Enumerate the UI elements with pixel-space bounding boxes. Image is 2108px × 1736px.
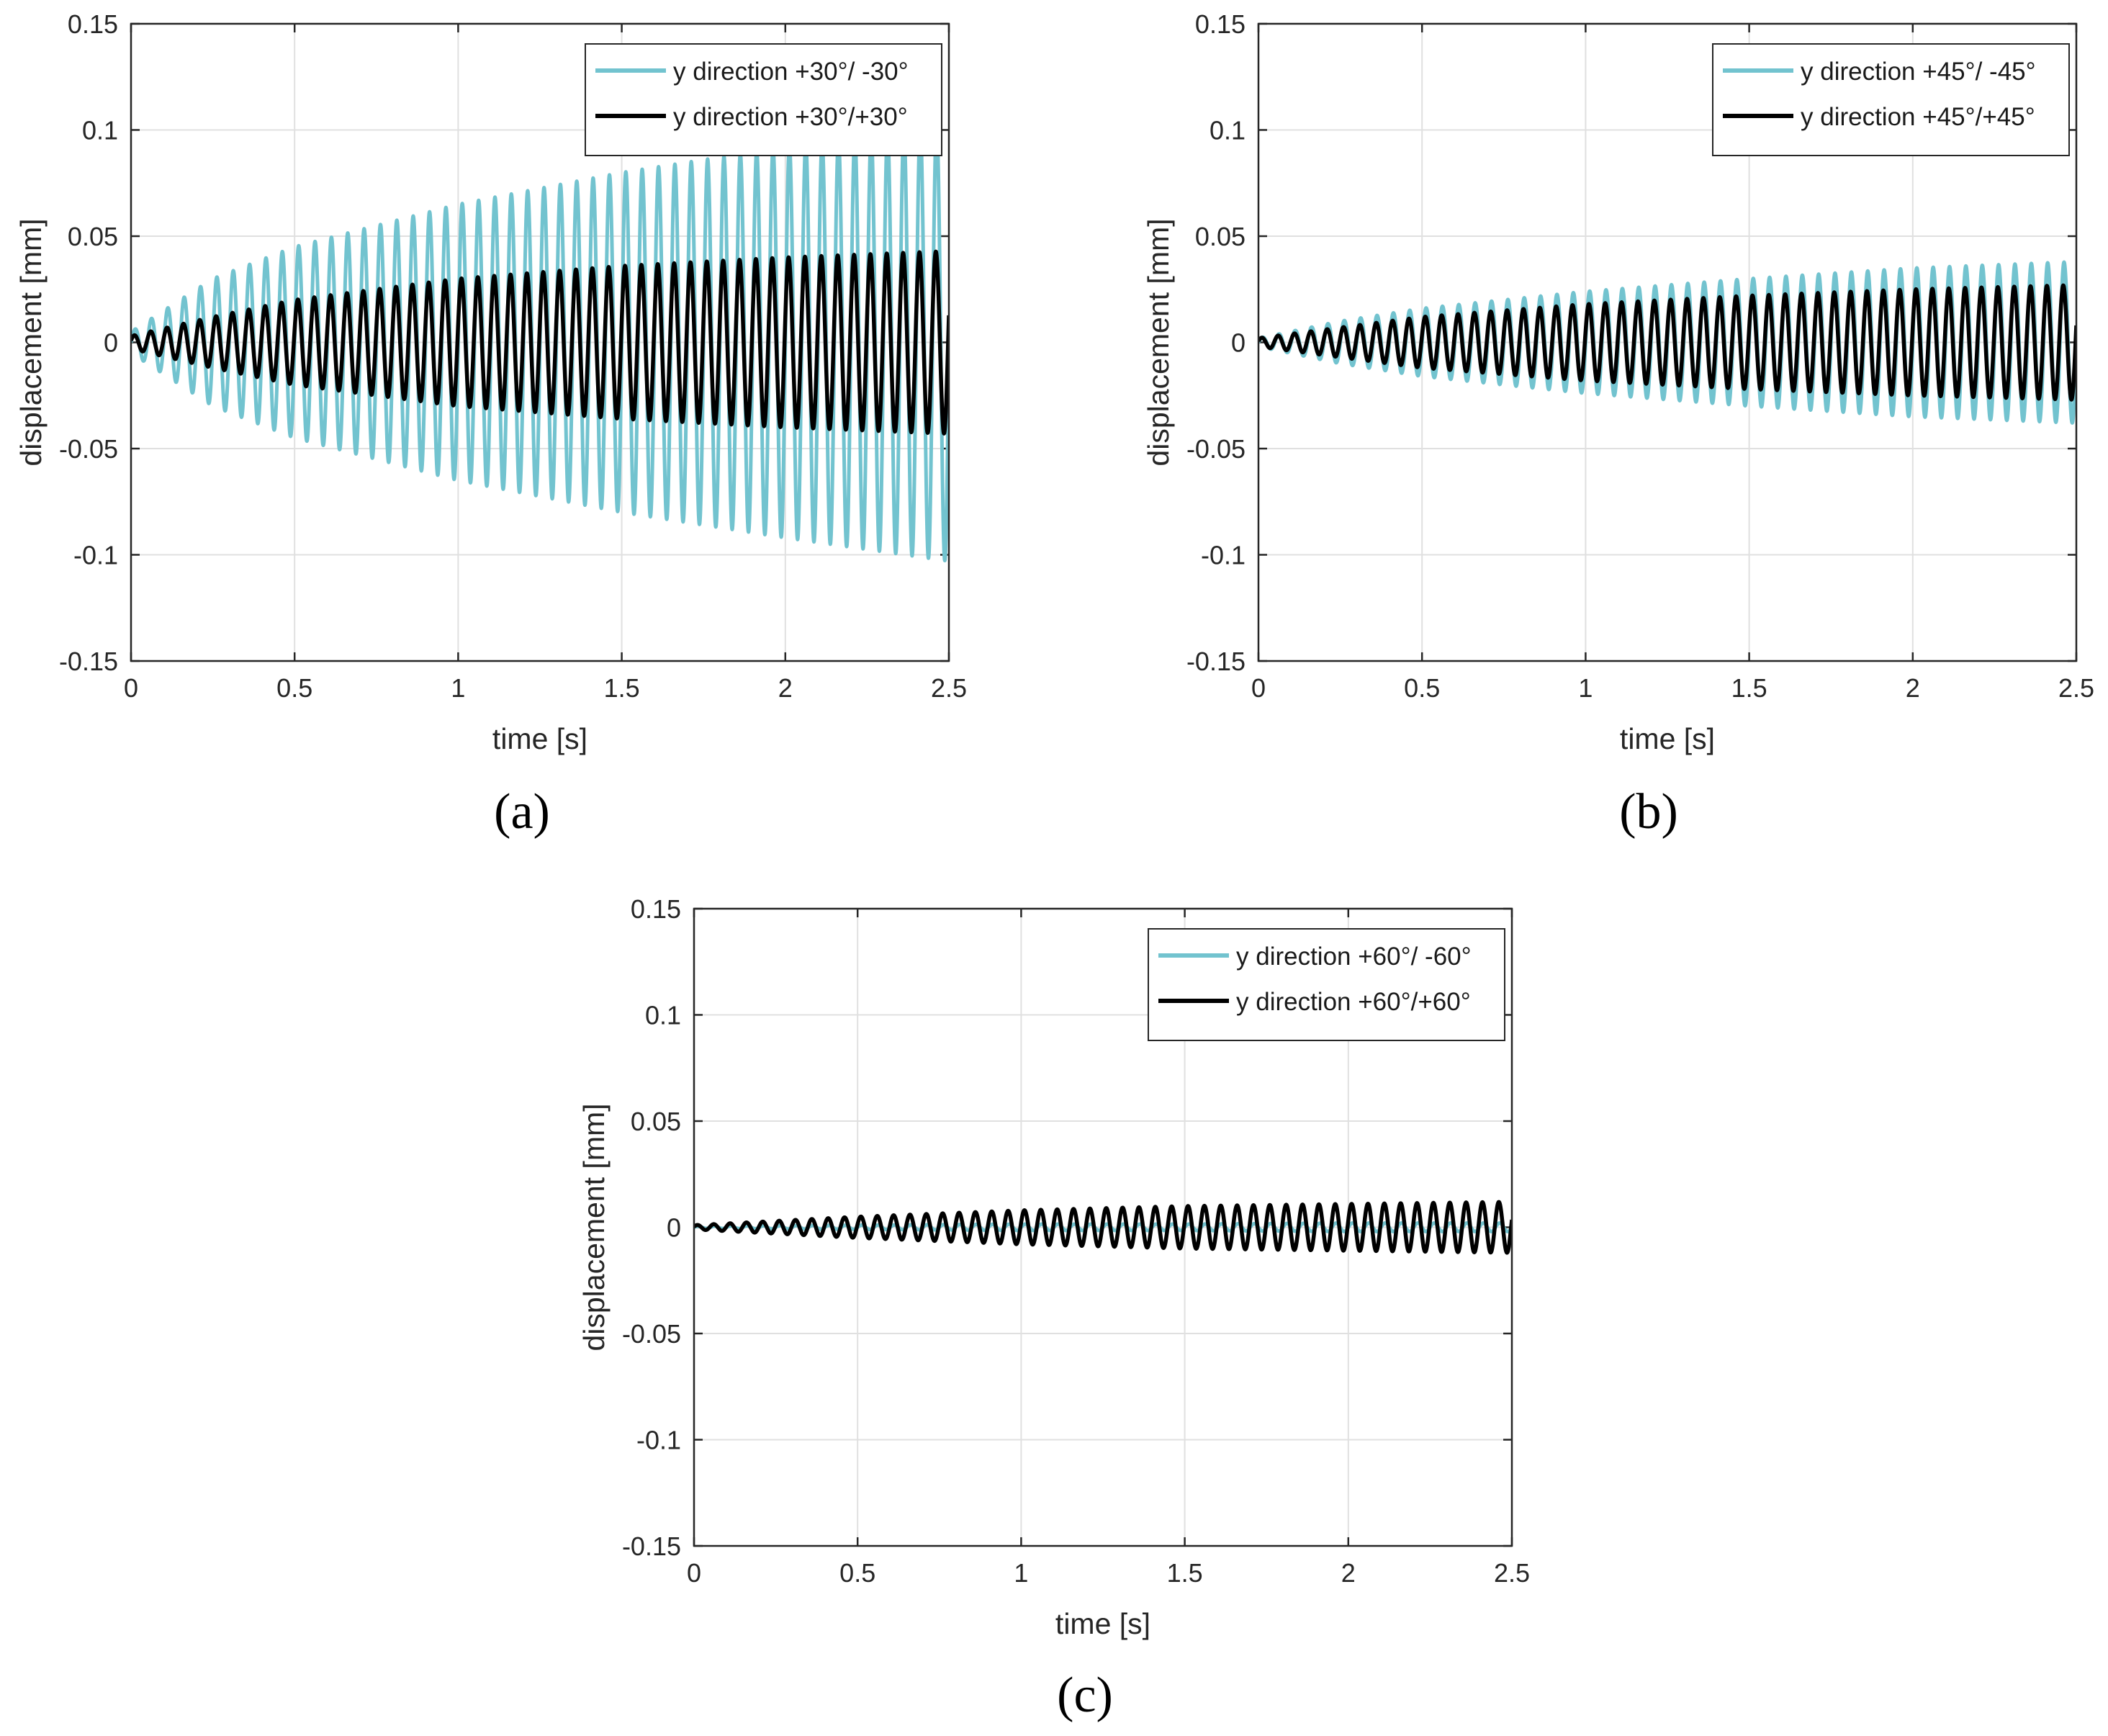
axes-box (1257, 22, 2078, 662)
legend-box (1712, 43, 2070, 156)
y-axis-label: displacement [mm] (14, 218, 48, 466)
x-tick-label: 0 (687, 1558, 701, 1588)
y-tick-label: 0.1 (1210, 116, 1246, 145)
axes-box (693, 907, 1513, 1547)
legend-entry: y direction +60°/ -60° (1236, 943, 1472, 971)
y-tick-label: -0.05 (622, 1319, 681, 1349)
legend: y direction +60°/ -60° y direction +60°/+… (1148, 928, 1505, 1041)
legend-entry: y direction +30°/ -30° (673, 58, 909, 86)
x-tick-label: 1 (451, 673, 465, 703)
legend-box (1148, 928, 1505, 1041)
x-axis-label: time [s] (1055, 1607, 1150, 1640)
x-tick-label: 2.5 (931, 673, 967, 703)
legend: y direction +45°/ -45° y direction +45°/+… (1712, 43, 2070, 156)
x-tick-label: 0.5 (839, 1558, 875, 1588)
y-tick-label: -0.15 (1186, 647, 1246, 676)
y-tick-label: -0.1 (1201, 541, 1246, 570)
y-tick-label: 0 (1231, 328, 1246, 358)
x-axis-label: time [s] (492, 722, 587, 755)
series-line-2 (694, 1200, 1512, 1255)
x-tick-label: 1 (1014, 1558, 1028, 1588)
y-tick-label: 0 (104, 328, 118, 358)
y-tick-label: 0.15 (68, 9, 118, 39)
x-axis-label: time [s] (1620, 722, 1715, 755)
legend-box (585, 43, 942, 156)
series-line-2 (131, 249, 949, 436)
y-tick-label: 0 (667, 1213, 681, 1243)
x-tick-label: 2.5 (2058, 673, 2094, 703)
panel-label: (b) (1619, 784, 1678, 840)
y-tick-label: -0.15 (622, 1532, 681, 1561)
y-tick-label: 0.15 (1195, 9, 1246, 39)
y-tick-label: 0.05 (631, 1107, 681, 1136)
y-tick-label: -0.15 (59, 647, 118, 676)
chart-panel-1: 0 0.5 1 1.5 2 2.5 0.15 0.1 0.05 0 -0.05 -0.1 -0.15 ti… (14, 9, 967, 840)
y-tick-label: 0.05 (1195, 222, 1246, 251)
y-tick-label: 0.15 (631, 894, 681, 924)
y-tick-label: 0.1 (645, 1001, 681, 1030)
y-tick-label: -0.1 (73, 541, 118, 570)
x-tick-label: 1.5 (1731, 673, 1767, 703)
legend-entry: y direction +30°/+30° (673, 103, 908, 131)
axes-box (130, 22, 950, 662)
chart-panel-3: 0 0.5 1 1.5 2 2.5 0.15 0.1 0.05 0 -0.05 -0.1 -0.15 ti… (577, 894, 1530, 1723)
x-tick-label: 0.5 (276, 673, 312, 703)
x-tick-label: 0.5 (1404, 673, 1440, 703)
y-tick-label: 0.05 (68, 222, 118, 251)
y-tick-label: 0.1 (82, 116, 118, 145)
series-line-2 (1258, 283, 2076, 402)
x-tick-label: 2.5 (1494, 1558, 1530, 1588)
x-tick-label: 2 (778, 673, 793, 703)
chart-panel-2: 0 0.5 1 1.5 2 2.5 0.15 0.1 0.05 0 -0.05 -0.1 -0.15 ti… (1142, 9, 2094, 840)
legend: y direction +30°/ -30° y direction +30°/+… (585, 43, 942, 156)
x-tick-label: 2 (1341, 1558, 1356, 1588)
x-tick-label: 1 (1578, 673, 1593, 703)
legend-entry: y direction +60°/+60° (1236, 988, 1471, 1016)
x-tick-label: 2 (1906, 673, 1920, 703)
y-tick-label: -0.05 (1186, 434, 1246, 464)
y-tick-label: -0.1 (636, 1426, 681, 1455)
legend-entry: y direction +45°/ -45° (1801, 58, 2036, 86)
x-tick-label: 0 (124, 673, 138, 703)
panel-label: (a) (494, 784, 550, 840)
legend-entry: y direction +45°/+45° (1801, 103, 2035, 131)
y-axis-label: displacement [mm] (1142, 218, 1175, 466)
x-tick-label: 1.5 (1167, 1558, 1203, 1588)
x-tick-label: 0 (1251, 673, 1266, 703)
x-tick-label: 1.5 (604, 673, 640, 703)
y-tick-label: -0.05 (59, 434, 118, 464)
y-axis-label: displacement [mm] (577, 1103, 611, 1351)
panel-label: (c) (1057, 1668, 1113, 1723)
